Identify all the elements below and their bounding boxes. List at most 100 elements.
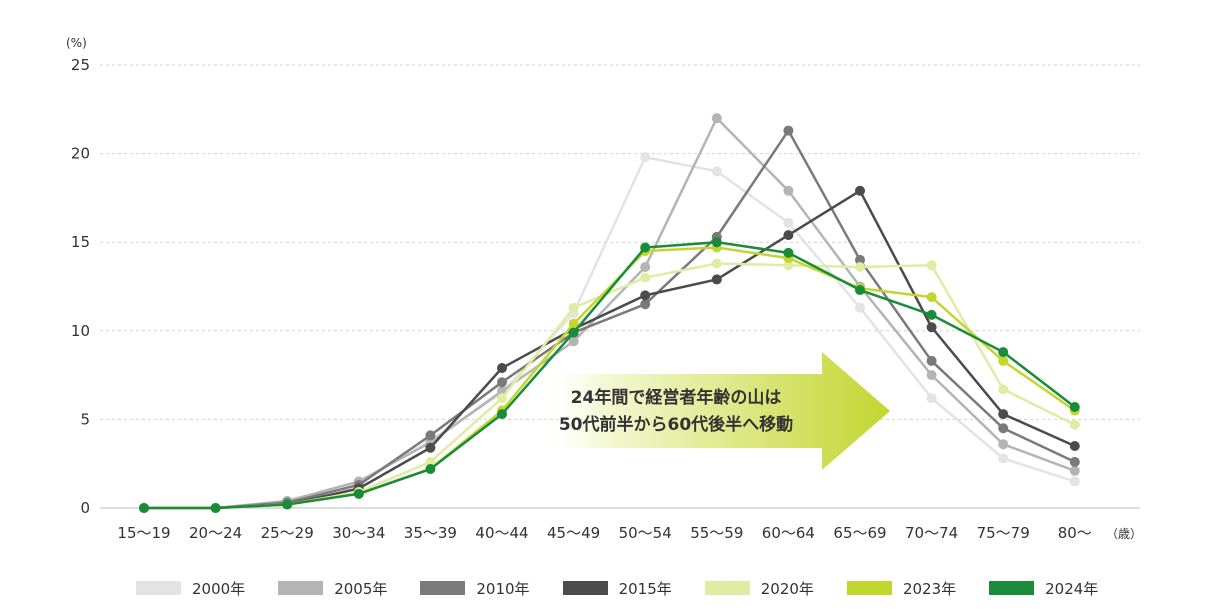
x-axis-ticks: 15〜19 20〜24 25〜29 30〜34 35〜39 40〜44 45〜49 50〜54…: [117, 524, 1091, 542]
legend-label: 2005年: [334, 579, 388, 598]
data-point: [711, 166, 722, 177]
x-tick-label: 25〜29: [261, 524, 314, 542]
data-point: [926, 260, 937, 271]
data-point: [926, 292, 937, 303]
data-point: [998, 355, 1009, 366]
y-tick-label: 15: [71, 233, 90, 251]
legend-swatch: [989, 581, 1035, 595]
data-point: [998, 439, 1009, 450]
legend-item: 2010年: [420, 578, 530, 599]
data-point: [998, 347, 1009, 358]
data-point: [1069, 419, 1080, 430]
legend-swatch: [278, 581, 324, 595]
trend-arrow-annotation: 24年間で経営者年齢の山は 50代前半から60代後半へ移動: [540, 352, 890, 470]
data-point: [926, 309, 937, 320]
trend-arrow-shape: [540, 352, 890, 470]
y-tick-label: 0: [80, 499, 90, 517]
legend-swatch: [420, 581, 466, 595]
data-point: [855, 285, 865, 296]
legend-label: 2023年: [902, 579, 957, 598]
data-point: [640, 272, 651, 283]
x-axis-unit: （歳）: [1106, 527, 1142, 541]
data-point: [711, 113, 722, 124]
data-point: [998, 409, 1009, 420]
data-point: [568, 302, 579, 313]
legend-item: 2024年: [989, 578, 1098, 599]
x-tick-label: 50〜54: [619, 524, 672, 542]
data-point: [497, 377, 507, 388]
data-point: [139, 503, 149, 513]
x-tick-label: 65〜69: [833, 524, 886, 542]
data-point: [1069, 476, 1080, 487]
data-point: [855, 262, 865, 273]
y-axis-ticks: 0 5 10 15 20 25: [71, 56, 90, 517]
data-point: [1069, 465, 1080, 476]
data-point: [568, 318, 579, 329]
data-point: [783, 247, 794, 258]
data-point: [783, 260, 794, 271]
data-point: [210, 503, 221, 513]
data-point: [640, 299, 651, 310]
data-point: [998, 384, 1009, 395]
data-point: [497, 409, 507, 420]
data-point: [425, 442, 436, 453]
legend-label: 2015年: [618, 579, 672, 598]
data-point: [1069, 401, 1080, 412]
data-point: [568, 336, 579, 347]
legend-item: 2015年: [562, 578, 672, 599]
legend-swatch: [136, 581, 181, 595]
data-point: [998, 423, 1009, 434]
data-point: [711, 258, 722, 269]
series-2000年: [139, 152, 1080, 513]
data-point: [425, 464, 436, 475]
y-tick-label: 10: [71, 322, 90, 340]
series-line: [144, 189, 1076, 510]
legend-label: 2000年: [192, 579, 246, 598]
series-line: [144, 116, 1076, 510]
data-point: [640, 242, 651, 253]
data-point: [926, 393, 937, 404]
data-point: [1069, 440, 1080, 451]
y-axis-unit: (%): [66, 36, 87, 50]
data-point: [855, 302, 865, 313]
legend-item: 2005年: [278, 578, 387, 599]
legend-item: 2020年: [704, 578, 814, 599]
data-point: [855, 185, 865, 196]
y-tick-label: 5: [80, 410, 90, 428]
data-point: [497, 363, 507, 374]
data-point: [1069, 456, 1080, 467]
data-point: [353, 488, 364, 499]
x-tick-label: 70〜74: [905, 524, 958, 542]
series-lines: [139, 113, 1080, 513]
x-tick-label: 55〜59: [690, 524, 743, 542]
data-point: [783, 217, 794, 228]
series-2024年: [139, 237, 1080, 513]
data-point: [783, 125, 794, 136]
data-point: [425, 430, 436, 441]
x-tick-label: 15〜19: [117, 524, 170, 542]
data-point: [282, 499, 293, 510]
legend-label: 2010年: [476, 579, 530, 598]
x-tick-label: 45〜49: [547, 524, 600, 542]
data-point: [998, 453, 1009, 464]
legend-label: 2024年: [1045, 579, 1099, 598]
data-point: [783, 230, 794, 241]
data-point: [711, 237, 722, 248]
legend-swatch: [704, 581, 750, 595]
data-point: [926, 322, 937, 333]
legend-item: 2000年: [136, 578, 245, 599]
data-point: [640, 262, 651, 273]
x-tick-label: 60〜64: [762, 524, 815, 542]
data-point: [711, 274, 722, 285]
data-point: [640, 152, 651, 163]
data-point: [926, 370, 937, 381]
data-point: [783, 185, 794, 196]
series-line: [144, 129, 1076, 510]
legend: 2000年 2005年 2010年 2015年 2020年 2023年 2024年: [136, 577, 1126, 599]
x-tick-label: 30〜34: [332, 524, 385, 542]
x-tick-label: 20〜24: [189, 524, 242, 542]
legend-label: 2020年: [760, 579, 814, 598]
x-tick-label: 75〜79: [977, 524, 1030, 542]
data-point: [926, 355, 937, 366]
